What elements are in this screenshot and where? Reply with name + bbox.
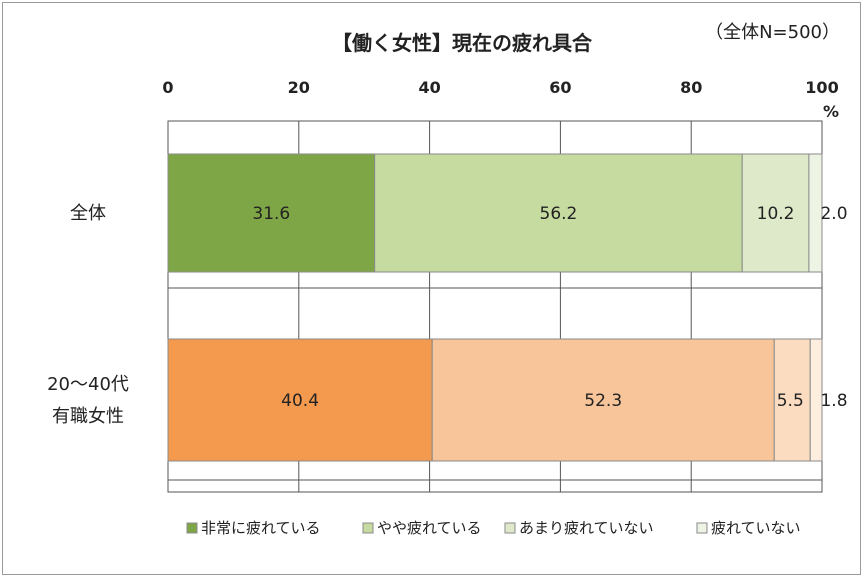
plot-area — [167, 120, 823, 493]
bar-segment — [167, 153, 376, 273]
chart-subtitle: （全体N=500） — [705, 22, 840, 43]
category-label: 20～40代 — [47, 374, 129, 395]
legend-swatch — [696, 522, 708, 534]
category-label: 全体 — [70, 203, 106, 224]
x-tick-label: 20 — [288, 78, 310, 97]
bar-segment — [808, 153, 823, 273]
data-label: 31.6 — [252, 204, 290, 224]
x-tick-label: 100 — [805, 78, 838, 97]
data-label: 56.2 — [540, 204, 578, 224]
legend-label: やや疲れている — [377, 519, 482, 537]
x-tick-label: 80 — [680, 78, 702, 97]
data-label: 1.8 — [820, 391, 847, 411]
legend-label: 疲れていない — [711, 519, 801, 537]
data-label: 52.3 — [584, 391, 622, 411]
bar-segment — [741, 153, 810, 273]
x-tick-label: 60 — [549, 78, 571, 97]
x-tick-label: 40 — [418, 78, 440, 97]
bar-segment — [809, 338, 823, 462]
data-label: 5.5 — [777, 391, 804, 411]
x-tick-label: 0 — [162, 78, 173, 97]
legend-swatch — [504, 522, 516, 534]
bar-segment — [167, 338, 433, 462]
legend-label: 非常に疲れている — [201, 519, 321, 537]
bar-segment — [431, 338, 775, 462]
category-label: 有職女性 — [52, 406, 124, 427]
legend-swatch — [362, 522, 374, 534]
legend-swatch — [186, 522, 198, 534]
data-label: 10.2 — [757, 204, 795, 224]
legend-label: あまり疲れていない — [519, 519, 654, 537]
bar-segment — [374, 153, 743, 273]
data-label: 2.0 — [820, 204, 847, 224]
chart-title: 【働く女性】現在の疲れ具合 — [332, 31, 593, 55]
data-label: 40.4 — [281, 391, 319, 411]
x-axis-unit: % — [823, 102, 839, 121]
